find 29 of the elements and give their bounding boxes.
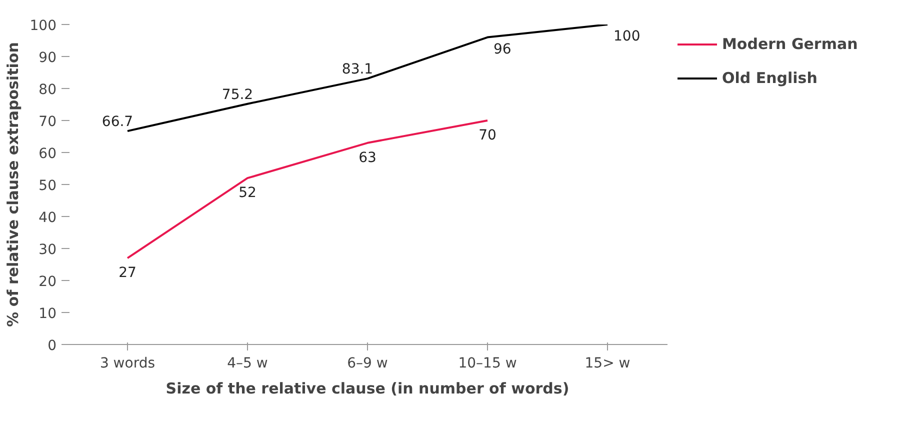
x-tick-label: 6–9 w: [347, 356, 388, 372]
y-axis-title: % of relative clause extraposition: [4, 42, 22, 327]
y-tick-label: 30: [38, 242, 57, 258]
y-tick-label: 20: [38, 274, 57, 290]
y-tick-label: 100: [30, 18, 57, 34]
data-label: 83.1: [342, 62, 374, 78]
x-tick-label: 3 words: [100, 356, 156, 372]
y-tick-label: 0: [48, 338, 57, 354]
data-label: 66.7: [102, 114, 134, 130]
y-tick-label: 50: [38, 178, 57, 194]
x-tick-label: 4–5 w: [227, 356, 268, 372]
data-label: 96: [494, 41, 512, 58]
y-tick-label: 70: [38, 114, 57, 130]
y-tick-label: 90: [38, 50, 57, 66]
data-label: 27: [118, 265, 136, 282]
data-label: 75.2: [222, 86, 254, 103]
data-label: 70: [478, 128, 496, 144]
x-tick-label: 10–15 w: [458, 356, 517, 372]
x-axis-title: Size of the relative clause (in number of words): [166, 380, 570, 398]
y-tick-label: 40: [38, 210, 57, 226]
y-tick-label: 10: [38, 306, 57, 322]
legend-label: Old English: [722, 69, 818, 87]
data-label: 52: [238, 185, 256, 202]
x-tick-label: 15> w: [584, 356, 630, 372]
data-label: 100: [614, 28, 640, 44]
data-label: 63: [358, 150, 376, 166]
legend-label: Modern German: [722, 35, 858, 53]
y-tick-label: 80: [38, 82, 57, 98]
y-tick-label: 60: [38, 146, 57, 162]
